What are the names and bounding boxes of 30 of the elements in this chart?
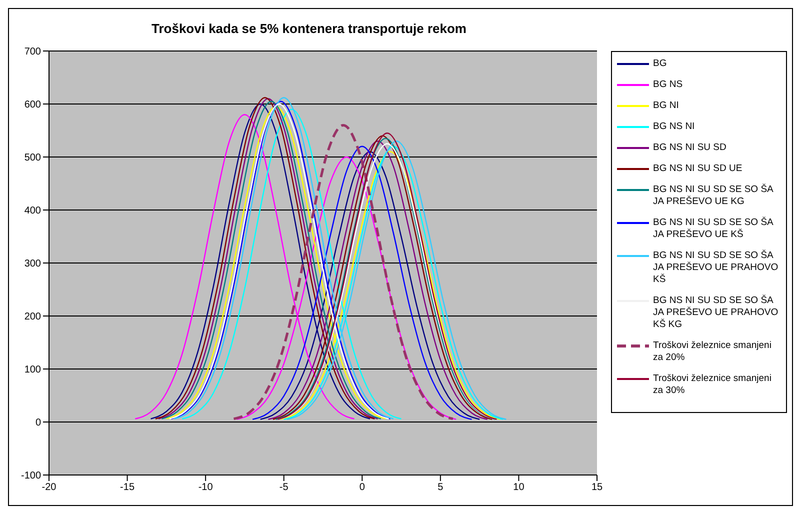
x-tick-label: 0 — [359, 482, 366, 494]
legend-label: BG NS NI — [653, 121, 695, 133]
legend-label: BG NS NI SU SD SE SO ŠA JA PREŠEVO UE PRAHOVO KŠ — [653, 250, 780, 286]
y-tick-label: 500 — [24, 152, 42, 164]
x-tick-label: 10 — [513, 482, 525, 494]
y-tick-label: 100 — [24, 364, 42, 376]
legend-label: BG NS NI SU SD — [653, 142, 726, 154]
legend-label: BG NS NI SU SD SE SO ŠA JA PREŠEVO UE PRAHOVO KŠ KG — [653, 295, 780, 331]
legend-label: BG — [653, 58, 667, 70]
y-tick-label: 400 — [24, 206, 42, 217]
x-tick-label: 15 — [591, 482, 603, 494]
y-tick-label: 0 — [35, 418, 42, 429]
legend-label: BG NS NI SU SD SE SO ŠA JA PREŠEVO UE KŠ — [653, 217, 774, 241]
x-tick-label: -20 — [42, 482, 57, 494]
y-tick-label: 200 — [24, 312, 42, 323]
chart-title: Troškovi kada se 5% kontenera transportuje rekom — [150, 21, 468, 36]
y-tick-label: 700 — [24, 46, 42, 58]
legend-label: BG NS — [653, 79, 683, 91]
legend-label: BG NS NI SU SD SE SO ŠA JA PREŠEVO UE KG — [653, 184, 774, 208]
legend-label: Troškovi železnice smanjeni za 20% — [653, 340, 772, 364]
y-tick-label: 300 — [24, 258, 42, 270]
x-tick-label: 5 — [438, 482, 444, 494]
y-tick-label: -100 — [20, 470, 42, 482]
legend-label: BG NS NI SU SD UE — [653, 163, 742, 175]
legend-label: BG NI — [653, 100, 679, 112]
x-tick-label: -5 — [279, 482, 289, 494]
y-tick-label: 600 — [24, 100, 42, 111]
x-tick-label: -10 — [198, 482, 214, 494]
legend-label: Troškovi železnice smanjeni za 30% — [653, 373, 772, 397]
x-tick-label: -15 — [120, 482, 135, 494]
